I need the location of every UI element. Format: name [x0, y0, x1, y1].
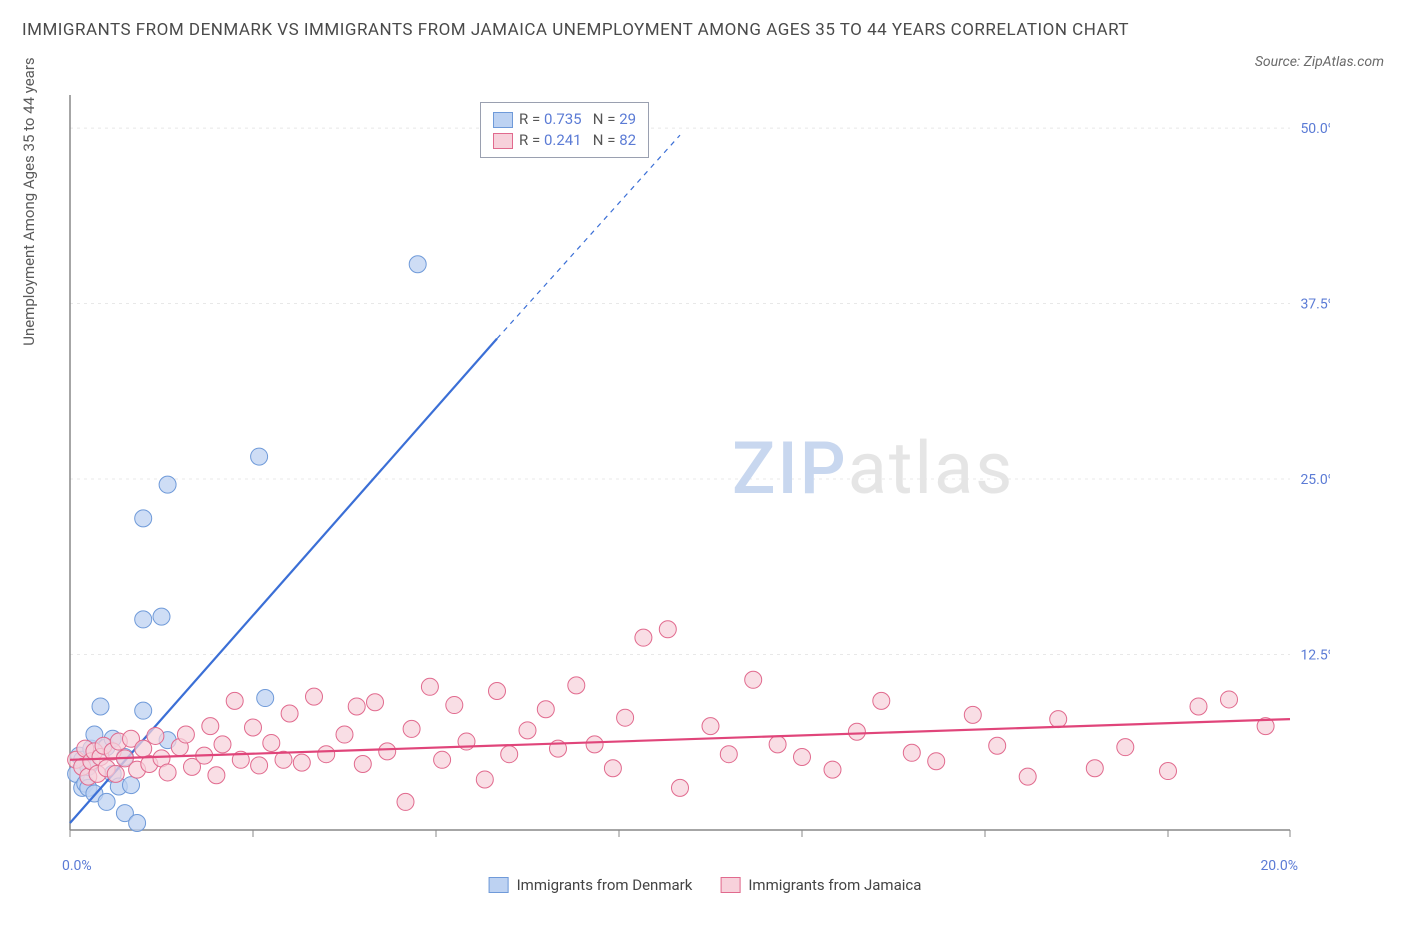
legend-item: Immigrants from Jamaica — [720, 876, 921, 894]
svg-text:50.0%: 50.0% — [1300, 121, 1330, 137]
y-axis-label: Unemployment Among Ages 35 to 44 years — [20, 57, 38, 345]
series-swatch — [489, 877, 509, 893]
stats-row: R = 0.241 N = 82 — [493, 130, 636, 151]
legend-label: Immigrants from Jamaica — [748, 876, 921, 894]
svg-text:37.5%: 37.5% — [1300, 297, 1330, 313]
series-legend: Immigrants from Denmark Immigrants from J… — [489, 876, 922, 894]
series-swatch — [493, 112, 513, 128]
chart-title: IMMIGRANTS FROM DENMARK VS IMMIGRANTS FR… — [22, 18, 1129, 44]
legend-label: Immigrants from Denmark — [517, 876, 693, 894]
plot-area: Unemployment Among Ages 35 to 44 years Z… — [30, 90, 1380, 890]
source-citation: Source: ZipAtlas.com — [1255, 54, 1384, 70]
svg-text:25.0%: 25.0% — [1300, 472, 1330, 488]
stats-row: R = 0.735 N = 29 — [493, 109, 636, 130]
series-swatch — [493, 133, 513, 149]
svg-text:0.0%: 0.0% — [62, 858, 92, 874]
legend-item: Immigrants from Denmark — [489, 876, 693, 894]
stats-legend: R = 0.735 N = 29 R = 0.241 N = 82 — [480, 102, 649, 158]
svg-text:20.0%: 20.0% — [1260, 858, 1298, 874]
series-swatch — [720, 877, 740, 893]
svg-text:12.5%: 12.5% — [1300, 648, 1330, 664]
scatter-chart: 12.5% 25.0% 37.5% 50.0% 0.0% 20.0% — [30, 90, 1330, 890]
